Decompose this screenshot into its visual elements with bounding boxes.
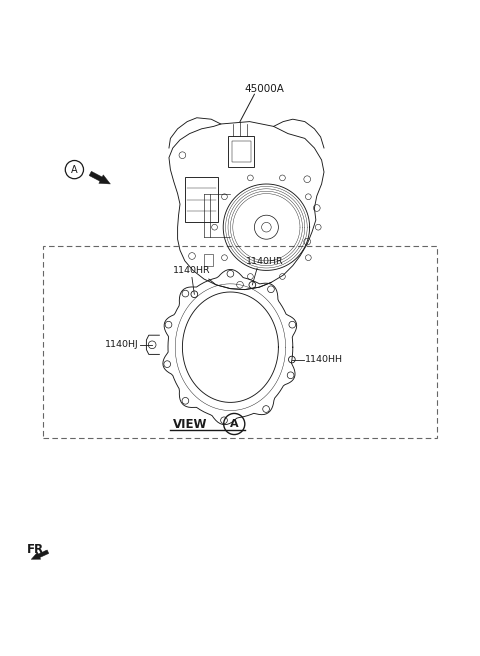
Text: A: A (71, 165, 78, 174)
Text: A: A (230, 419, 239, 429)
Bar (185, 177, 218, 222)
Text: 1140HJ: 1140HJ (105, 340, 139, 349)
Bar (43, 247, 437, 438)
Text: FR.: FR. (26, 543, 48, 556)
Bar (204, 254, 213, 266)
Text: 1140HR: 1140HR (246, 256, 283, 266)
Text: VIEW: VIEW (173, 417, 207, 430)
Polygon shape (89, 171, 110, 184)
Text: 45000A: 45000A (244, 84, 284, 94)
Bar (232, 141, 251, 163)
Polygon shape (31, 550, 49, 560)
Text: 1140HR: 1140HR (173, 266, 211, 275)
Bar (228, 136, 254, 167)
Text: 1140HH: 1140HH (305, 355, 343, 364)
